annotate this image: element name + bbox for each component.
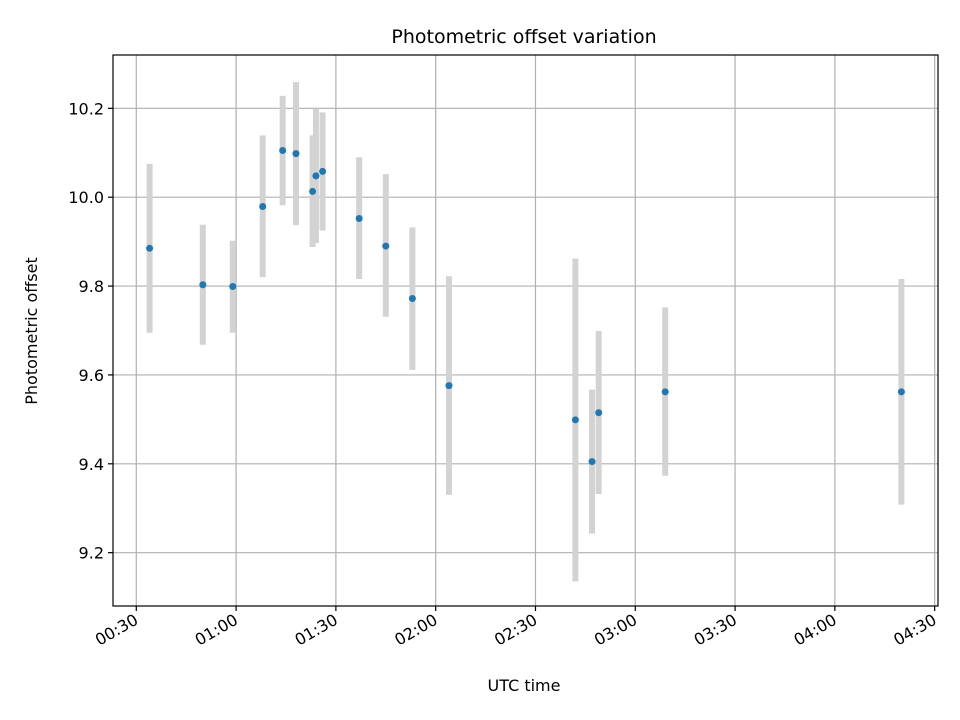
data-point (408, 295, 416, 303)
chart-title: Photometric offset variation (391, 26, 656, 48)
y-tick-label: 9.6 (79, 366, 104, 385)
plot-frame (112, 54, 939, 607)
data-point (588, 458, 596, 466)
data-point (259, 203, 267, 211)
y-axis-ticks: 9.2 9.4 9.6 9.8 10.0 10.2 (68, 99, 113, 563)
data-point (146, 244, 154, 252)
data-point (319, 167, 327, 175)
y-tick-label: 9.8 (79, 277, 104, 296)
data-point (309, 187, 317, 195)
y-tick-label: 10.2 (68, 99, 104, 118)
y-axis-label: Photometric offset (22, 257, 41, 405)
data-point (312, 172, 320, 180)
data-point (292, 150, 300, 158)
data-point (382, 242, 390, 250)
data-point (199, 281, 207, 289)
data-points (146, 147, 905, 466)
y-tick-label: 9.4 (79, 455, 104, 474)
data-point (229, 283, 237, 291)
data-point (897, 388, 905, 396)
y-tick-label: 9.2 (79, 544, 104, 563)
grid-lines (113, 55, 938, 606)
data-point (571, 416, 579, 424)
y-tick-label: 10.0 (68, 188, 104, 207)
data-point (279, 147, 287, 155)
data-point (445, 382, 453, 390)
x-axis-label: UTC time (488, 676, 561, 695)
data-point (355, 215, 363, 223)
data-point (595, 409, 603, 417)
data-point (661, 388, 669, 396)
